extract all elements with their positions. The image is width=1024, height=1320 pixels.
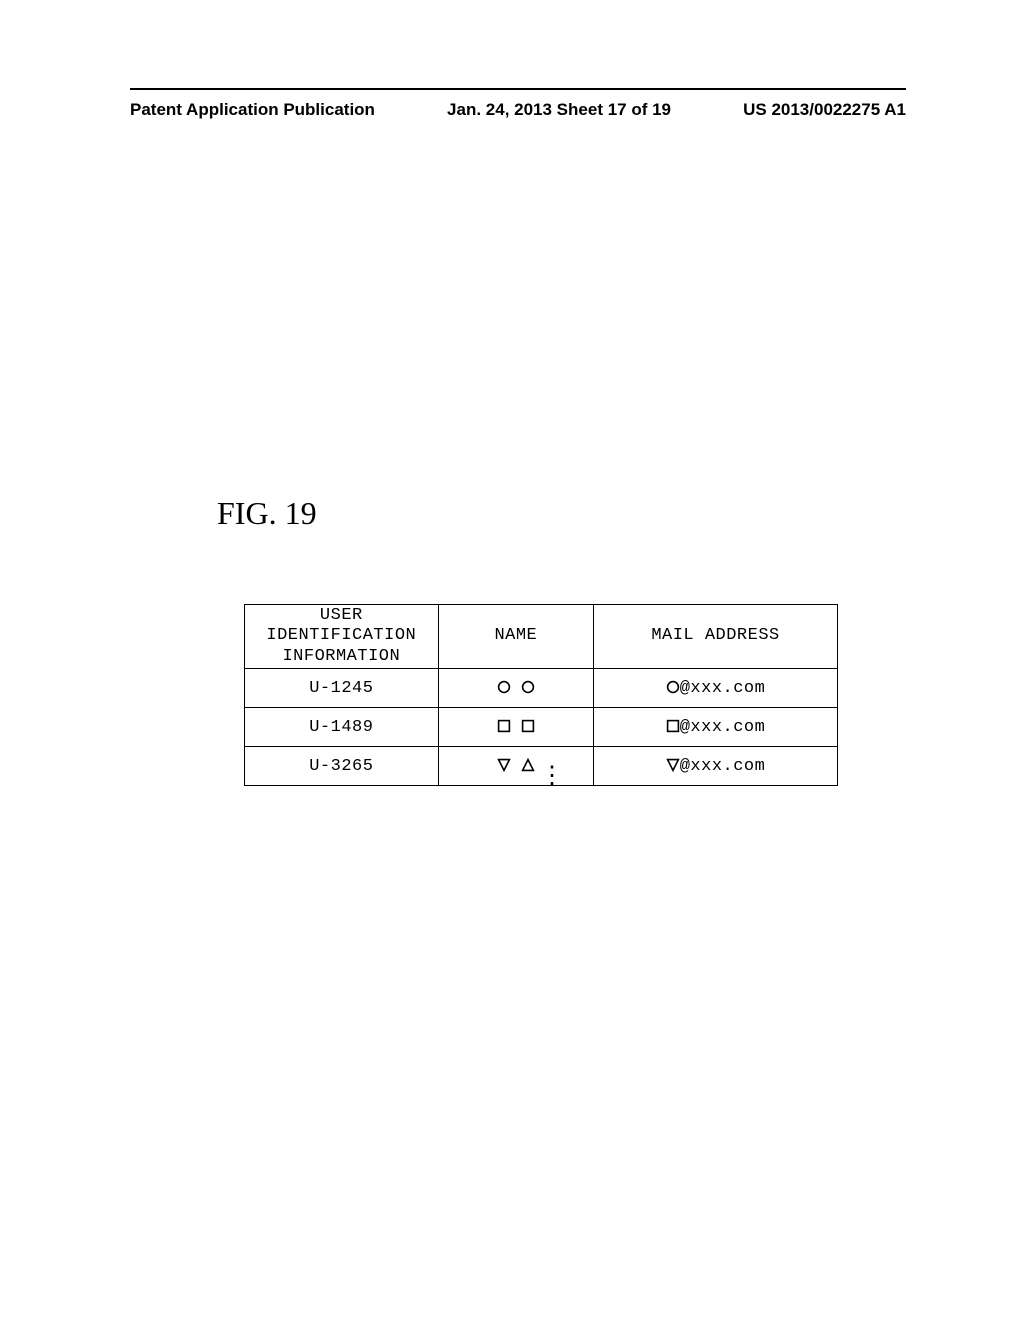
cell-mail: @xxx.com [594,669,838,708]
cell-userid: U-3265 [245,747,439,786]
cell-name [438,669,593,708]
table-header-row: USER IDENTIFICATIONINFORMATION NAME MAIL… [245,605,838,669]
header-patent-num: US 2013/0022275 A1 [743,100,906,120]
vertical-dots-icon: ⋮ [540,770,564,782]
header-publication: Patent Application Publication [130,100,375,120]
col-header-name: NAME [438,605,593,669]
cell-mail: @xxx.com [594,747,838,786]
user-table: USER IDENTIFICATIONINFORMATION NAME MAIL… [244,604,838,786]
cell-userid: U-1489 [245,708,439,747]
table-row: U-1489 @xxx.com [245,708,838,747]
table-row: U-1245 @xxx.com [245,669,838,708]
cell-userid: U-1245 [245,669,439,708]
page-header: Patent Application Publication Jan. 24, … [130,100,906,120]
col-header-mail: MAIL ADDRESS [594,605,838,669]
cell-mail: @xxx.com [594,708,838,747]
header-date-sheet: Jan. 24, 2013 Sheet 17 of 19 [447,100,671,120]
cell-name [438,747,593,786]
figure-label: FIG. 19 [217,495,317,532]
header-rule [130,88,906,90]
cell-name [438,708,593,747]
col-header-userid: USER IDENTIFICATIONINFORMATION [245,605,439,669]
